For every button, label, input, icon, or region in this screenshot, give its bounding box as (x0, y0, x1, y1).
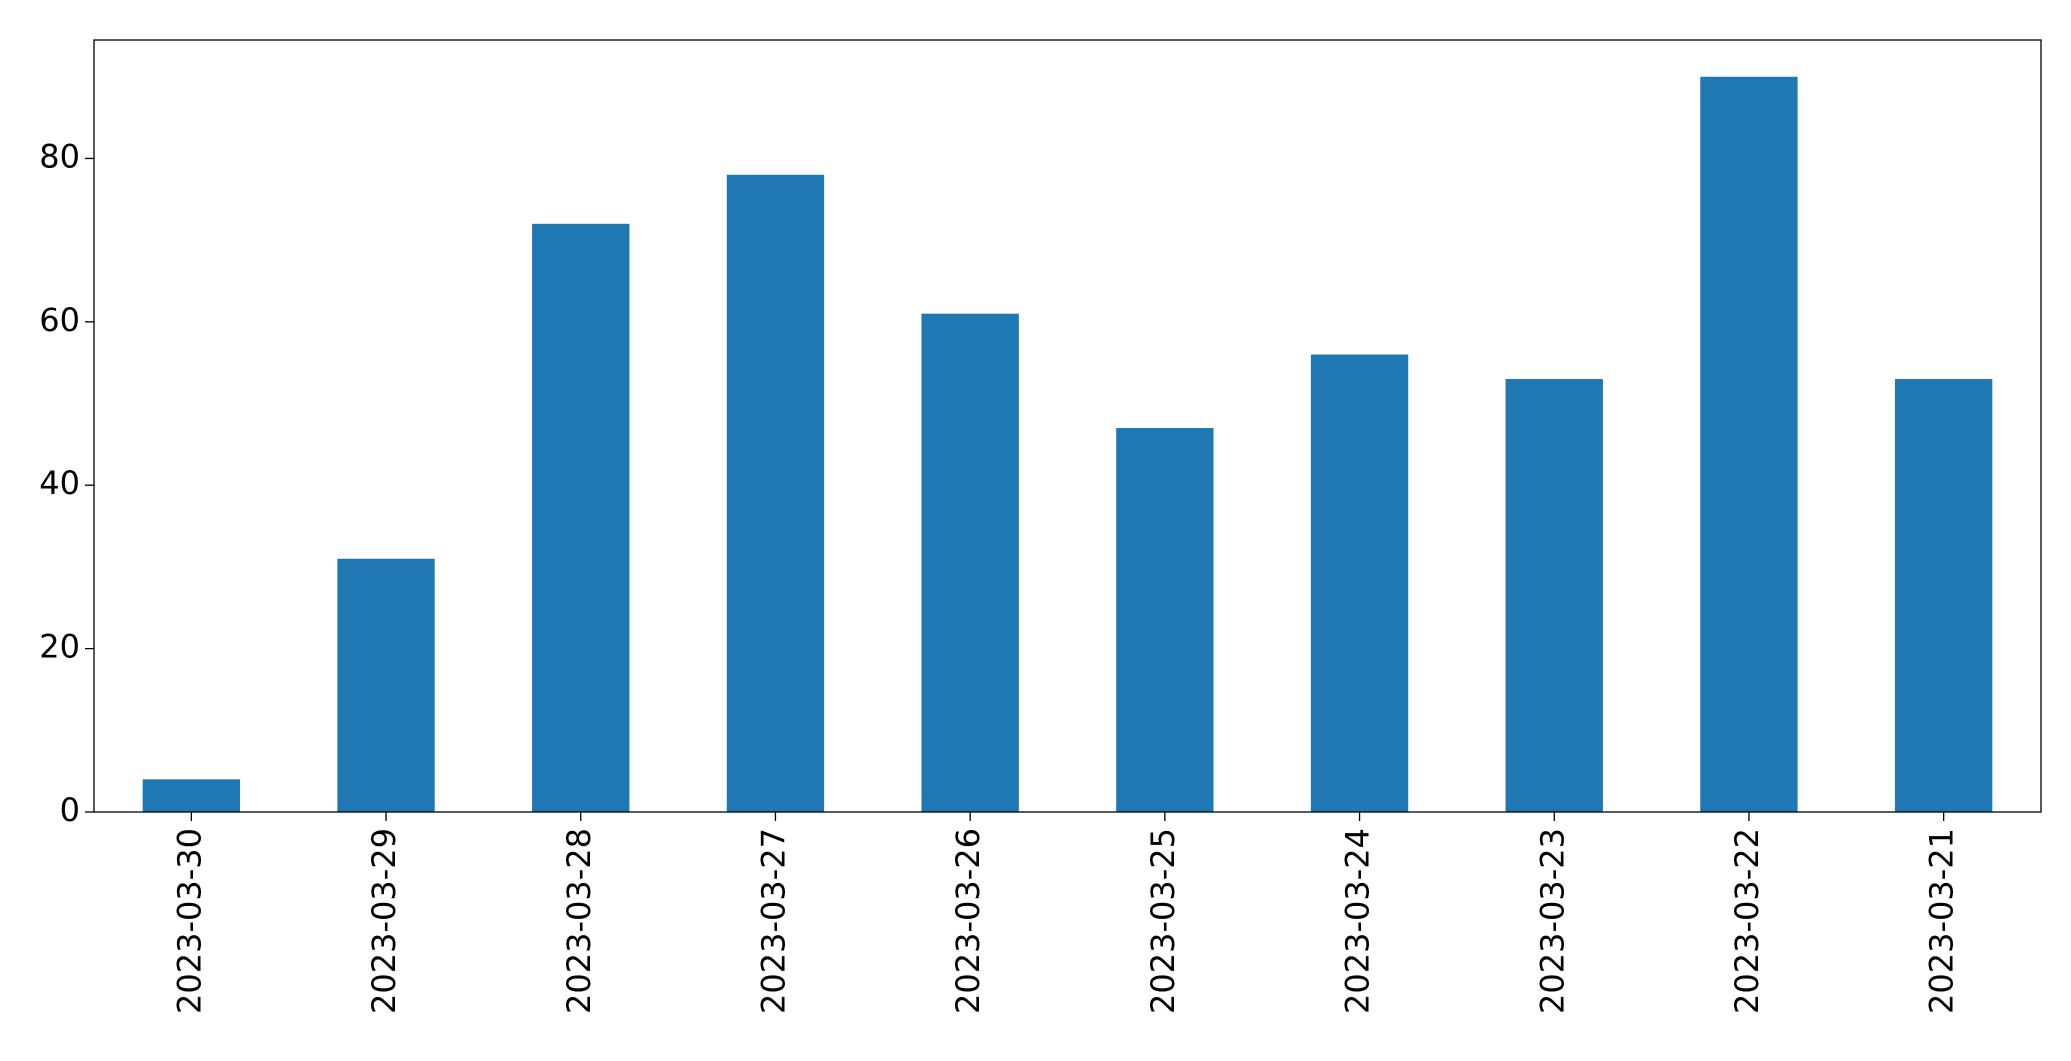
x-tick-label: 2023-03-22 (1728, 828, 1766, 1014)
bar (142, 779, 241, 812)
bar (1310, 354, 1409, 812)
x-tick-label: 2023-03-24 (1339, 828, 1377, 1014)
x-tick-label: 2023-03-25 (1144, 828, 1182, 1014)
plot-frame (93, 39, 2042, 813)
y-tick-label: 0 (60, 791, 80, 829)
x-tick-label: 2023-03-29 (365, 828, 403, 1014)
bar (1700, 76, 1798, 812)
bar (532, 223, 630, 813)
y-tick-label: 60 (39, 301, 80, 339)
bar (726, 174, 825, 813)
x-tick-label: 2023-03-23 (1533, 828, 1571, 1014)
bar (337, 558, 435, 812)
x-tick-label: 2023-03-27 (754, 828, 792, 1014)
x-tick-label: 2023-03-30 (170, 828, 208, 1014)
bar (921, 313, 1019, 812)
y-tick-label: 40 (39, 464, 80, 502)
bar (1505, 379, 1603, 812)
bar (1894, 379, 1993, 812)
x-tick-label: 2023-03-28 (560, 828, 598, 1014)
y-tick-label: 80 (39, 137, 80, 175)
y-tick-label: 20 (39, 628, 80, 666)
bar (1116, 428, 1214, 812)
x-tick-label: 2023-03-26 (949, 828, 987, 1014)
x-tick-label: 2023-03-21 (1923, 828, 1961, 1014)
